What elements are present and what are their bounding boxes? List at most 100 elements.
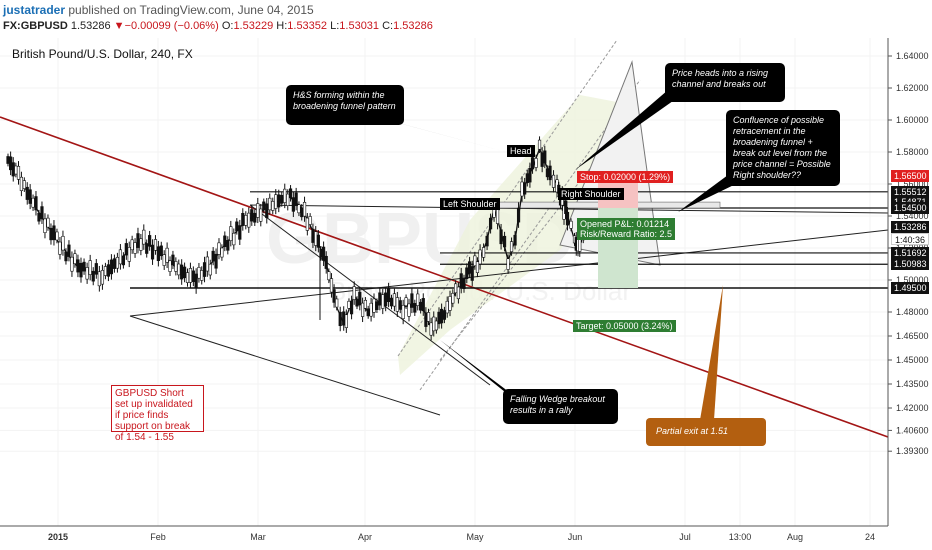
y-tick-label: 1.46500: [896, 331, 929, 341]
candle-body: [434, 320, 438, 331]
x-tick-label: Jul: [679, 532, 691, 542]
candle-body: [244, 214, 248, 226]
candle-body: [217, 242, 221, 255]
candle-body: [551, 174, 556, 188]
candle-body: [445, 300, 449, 314]
publish-line: justatrader published on TradingView.com…: [3, 3, 314, 17]
candle-body: [360, 302, 365, 317]
label-pnl: Opened P&L: 0.01214: [580, 219, 670, 229]
candle-body: [473, 255, 477, 267]
candle-body: [259, 208, 263, 222]
candle-body: [76, 259, 80, 273]
time-axis[interactable]: 2015 Feb Mar Apr May Jun Jul 13:00 Aug 24: [48, 532, 875, 542]
candle-body: [314, 231, 318, 246]
candle-body: [530, 157, 535, 170]
open-value: 1.53229: [233, 20, 274, 32]
candle-body: [268, 197, 272, 211]
candle-body: [109, 259, 114, 275]
candle-body: [156, 246, 160, 262]
label-target: Target: 0.05000 (3.24%): [573, 320, 676, 332]
candle-body: [540, 152, 544, 167]
candle-body: [381, 294, 385, 309]
callout-confluence: Confluence of possible retracement in th…: [726, 110, 840, 186]
candle-body: [37, 212, 41, 222]
candle-body: [40, 206, 44, 220]
high-value: 1.53352: [287, 20, 328, 32]
candle-body: [338, 311, 342, 327]
candle-body: [115, 257, 120, 269]
symbol: FX:GBPUSD: [3, 20, 68, 32]
candle-body: [419, 301, 423, 311]
candle-body: [369, 302, 373, 317]
candle-body: [578, 237, 582, 252]
candle-body: [9, 156, 13, 171]
candle-body: [223, 235, 227, 247]
x-tick-label: Aug: [787, 532, 803, 542]
candle-body: [180, 264, 184, 280]
candle-body: [283, 188, 287, 203]
candle-body: [329, 278, 334, 293]
candle-body: [97, 271, 101, 287]
callout-partial-exit: Partial exit at 1.51: [646, 418, 766, 446]
candle-body: [300, 207, 304, 218]
ohlc-line: FX:GBPUSD 1.53286 ▼−0.00099 (−0.06%) O:1…: [3, 20, 433, 32]
candle-body: [100, 270, 105, 285]
candle-body: [165, 247, 169, 263]
candle-body: [200, 270, 204, 281]
candle-body: [133, 242, 137, 254]
price-label: 1:40:36: [891, 232, 929, 245]
candle-body: [58, 241, 62, 255]
wedge-lower-line: [129, 315, 441, 416]
candle-body: [363, 300, 367, 309]
candle-body: [404, 297, 408, 306]
candle-body: [286, 193, 290, 206]
candle-body: [488, 217, 493, 230]
candle-body: [130, 239, 134, 251]
candle-body: [316, 234, 320, 248]
candle-body: [121, 255, 125, 266]
candle-body: [327, 271, 331, 281]
candle-body: [214, 253, 218, 269]
candle-body: [235, 221, 239, 232]
candle-body: [202, 262, 207, 277]
price-axis[interactable]: 1.64000 1.62000 1.60000 1.58000 1.56000 1.540…: [888, 51, 929, 456]
candle-body: [208, 263, 212, 276]
candle-body: [324, 255, 328, 269]
candle-body: [46, 217, 50, 228]
candle-body: [537, 139, 542, 150]
candle-body: [16, 166, 21, 180]
candle-body: [442, 310, 447, 320]
candle-body: [475, 261, 480, 273]
candle-body: [451, 292, 455, 304]
author-link[interactable]: justatrader: [3, 3, 66, 17]
candle-body: [94, 263, 98, 275]
candle-body: [410, 293, 414, 308]
candle-body: [205, 256, 209, 272]
last-price: 1.53286: [70, 20, 111, 32]
price-label: 1.54500: [891, 202, 929, 214]
label-head: Head: [507, 145, 535, 157]
low-label: L:: [330, 20, 340, 32]
candle-body: [335, 298, 339, 308]
candle-body: [478, 249, 482, 265]
candle-body: [459, 273, 463, 288]
candle-body: [70, 256, 74, 272]
y-tick-label: 1.42000: [896, 403, 929, 413]
candle-body: [262, 201, 266, 211]
candle-body: [398, 300, 402, 310]
candle-body: [265, 203, 269, 219]
candle-body: [247, 212, 251, 228]
candle-body: [513, 234, 517, 246]
candle-body: [55, 231, 59, 241]
candle-body: [79, 262, 83, 278]
candle-body: [481, 247, 486, 258]
y-tick-label: 1.39300: [896, 446, 929, 456]
candle-body: [145, 243, 149, 254]
candle-body: [569, 220, 573, 229]
y-tick-label: 1.54000: [896, 211, 929, 221]
candle-body: [355, 298, 359, 307]
price-label: 1.49500: [891, 282, 929, 294]
candle-body: [389, 297, 394, 307]
candle-body: [467, 261, 472, 274]
label-pnl-box: Opened P&L: 0.01214 Risk/Reward Ratio: 2.…: [577, 218, 676, 240]
